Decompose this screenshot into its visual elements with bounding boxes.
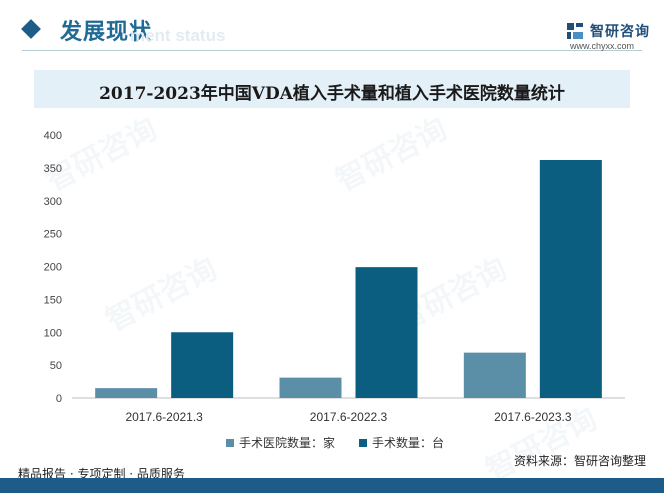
y-tick-label: 150 xyxy=(44,294,62,306)
brand-logo-icon xyxy=(567,23,583,39)
y-tick-label: 250 xyxy=(44,229,62,241)
data-source: 资料来源：智研咨询整理 xyxy=(514,454,647,468)
x-tick-label: 2017.6-2021.3 xyxy=(125,410,203,424)
section-header: 发展现状 ment status 智研咨询 www.chyxx.com xyxy=(0,0,664,56)
section-subtitle: ment status xyxy=(130,26,226,45)
chart-title-band xyxy=(34,70,630,108)
y-tick-label: 50 xyxy=(50,360,62,372)
footer-bar xyxy=(0,478,664,493)
bar-hospitals xyxy=(463,352,526,398)
y-tick-label: 200 xyxy=(44,262,62,274)
legend-swatch xyxy=(359,439,368,447)
brand-url: www.chyxx.com xyxy=(570,41,635,51)
y-tick-label: 0 xyxy=(56,393,62,405)
y-tick-label: 350 xyxy=(44,163,62,175)
bar-surgeries xyxy=(355,267,418,398)
legend-label: 手术数量：台 xyxy=(372,435,444,450)
bar-surgeries xyxy=(539,159,602,398)
chart-title: 2017-2023年中国VDA植入手术量和植入手术医院数量统计 xyxy=(99,84,565,104)
bar-hospitals xyxy=(95,388,158,398)
footer-tagline: 精品报告 · 专项定制 · 品质服务 xyxy=(18,467,185,481)
y-tick-label: 100 xyxy=(44,327,62,339)
legend-swatch xyxy=(226,439,234,447)
y-tick-label: 300 xyxy=(44,196,62,208)
header-divider xyxy=(22,50,642,51)
y-tick-label: 400 xyxy=(44,130,62,142)
legend-label: 手术医院数量：家 xyxy=(239,435,335,450)
x-tick-label: 2017.6-2022.3 xyxy=(310,410,388,424)
brand-name: 智研咨询 xyxy=(590,24,650,40)
bar-surgeries xyxy=(171,332,234,398)
x-tick-label: 2017.6-2023.3 xyxy=(494,410,572,424)
bar-hospitals xyxy=(279,377,342,398)
section-title: 发展现状 xyxy=(60,20,153,45)
